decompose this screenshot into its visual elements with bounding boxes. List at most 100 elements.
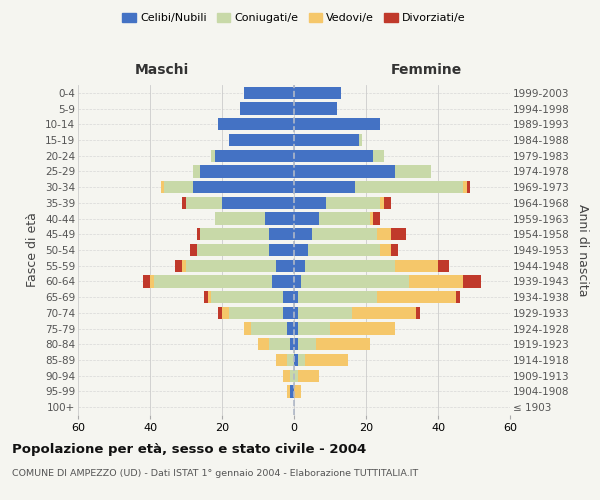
Bar (294, 322, 330, 334)
Bar (161, 181, 294, 194)
Bar (193, 166, 294, 177)
Bar (294, 166, 431, 177)
Bar (294, 354, 348, 366)
Bar (272, 276, 294, 287)
Bar (211, 150, 294, 162)
Bar (218, 118, 294, 130)
Bar (294, 181, 467, 194)
Bar (197, 228, 294, 240)
Bar (193, 166, 294, 177)
Bar (150, 276, 294, 287)
Bar (290, 370, 294, 382)
Bar (294, 181, 470, 194)
Bar (269, 338, 294, 350)
Text: Maschi: Maschi (135, 64, 189, 78)
Bar (283, 370, 294, 382)
Legend: Celibi/Nubili, Coniugati/e, Vedovi/e, Divorziati/e: Celibi/Nubili, Coniugati/e, Vedovi/e, Di… (118, 8, 470, 28)
Bar (218, 306, 294, 319)
Bar (294, 228, 406, 240)
Bar (294, 196, 380, 209)
Bar (294, 166, 431, 177)
Bar (294, 102, 337, 115)
Bar (186, 196, 294, 209)
Bar (218, 118, 294, 130)
Bar (193, 181, 294, 194)
Bar (294, 260, 305, 272)
Bar (294, 134, 362, 146)
Bar (283, 306, 294, 319)
Bar (294, 338, 370, 350)
Bar (215, 212, 294, 224)
Bar (294, 86, 341, 99)
Bar (294, 86, 341, 99)
Bar (290, 386, 294, 398)
Bar (229, 306, 294, 319)
Bar (290, 338, 294, 350)
Bar (294, 291, 456, 304)
Bar (294, 354, 305, 366)
Bar (294, 150, 373, 162)
Bar (244, 86, 294, 99)
Bar (294, 181, 355, 194)
Bar (294, 181, 463, 194)
Bar (190, 244, 294, 256)
Bar (200, 228, 294, 240)
Bar (294, 134, 359, 146)
Bar (294, 306, 420, 319)
Bar (222, 196, 294, 209)
Bar (294, 370, 319, 382)
Bar (208, 291, 294, 304)
Bar (294, 212, 380, 224)
Bar (229, 134, 294, 146)
Bar (240, 102, 294, 115)
Bar (287, 386, 294, 398)
Bar (244, 86, 294, 99)
Bar (294, 291, 298, 304)
Bar (294, 306, 298, 319)
Bar (269, 228, 294, 240)
Bar (215, 212, 294, 224)
Bar (287, 354, 294, 366)
Bar (294, 306, 352, 319)
Bar (240, 102, 294, 115)
Bar (244, 322, 294, 334)
Bar (258, 338, 294, 350)
Bar (251, 322, 294, 334)
Bar (204, 291, 294, 304)
Bar (294, 102, 337, 115)
Bar (197, 244, 294, 256)
Bar (294, 244, 391, 256)
Bar (211, 150, 294, 162)
Y-axis label: Anni di nascita: Anni di nascita (576, 204, 589, 296)
Bar (294, 102, 337, 115)
Bar (294, 260, 395, 272)
Bar (287, 386, 294, 398)
Bar (276, 354, 294, 366)
Bar (154, 276, 294, 287)
Bar (294, 322, 298, 334)
Bar (294, 276, 481, 287)
Bar (294, 244, 308, 256)
Bar (258, 338, 294, 350)
Bar (294, 370, 319, 382)
Bar (294, 291, 377, 304)
Bar (294, 118, 380, 130)
Bar (294, 244, 380, 256)
Bar (211, 150, 294, 162)
Bar (294, 244, 398, 256)
Bar (244, 86, 294, 99)
Bar (215, 212, 294, 224)
Bar (164, 181, 294, 194)
Bar (294, 118, 380, 130)
Bar (294, 322, 395, 334)
Bar (193, 166, 294, 177)
Bar (200, 228, 294, 240)
Bar (294, 322, 395, 334)
Bar (294, 276, 463, 287)
Bar (294, 386, 301, 398)
Bar (229, 134, 294, 146)
Bar (294, 150, 384, 162)
Bar (265, 212, 294, 224)
Bar (294, 134, 362, 146)
Bar (294, 86, 341, 99)
